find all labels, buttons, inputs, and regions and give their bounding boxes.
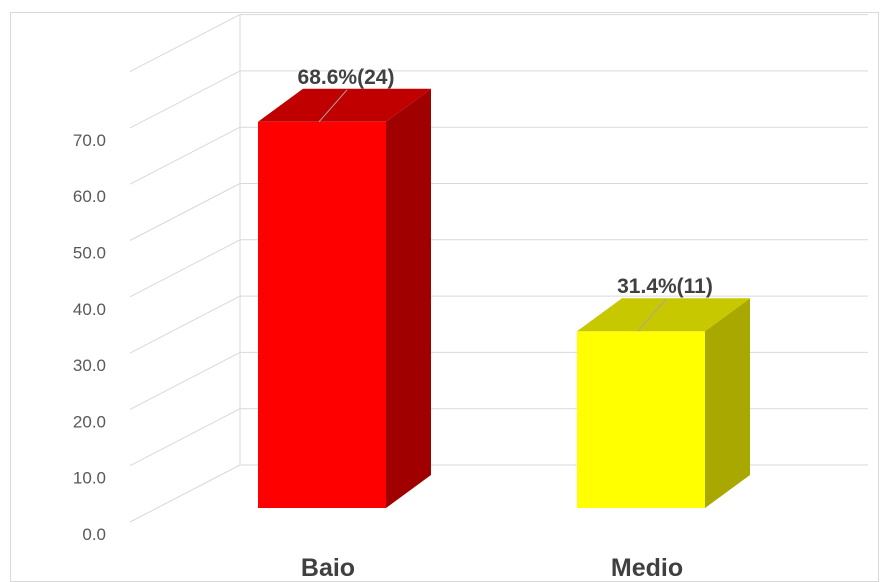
gridline-diagonal [129,126,241,185]
bar-side-face [386,88,431,509]
x-category-label: Medio [611,554,683,577]
gridline-diagonal [129,14,241,73]
y-tick-label: 50.0 [73,244,106,263]
chart-frame [10,12,879,582]
gridline-diagonal [129,464,241,523]
bar-medio [577,298,750,508]
gridline-diagonal [129,183,241,241]
y-tick-label: 70.0 [73,131,106,150]
gridline-diagonal [129,351,241,410]
bars [258,88,750,509]
gridlines [129,14,868,523]
x-axis-categories: Baio Medio [301,554,683,577]
y-tick-label: 30.0 [73,356,106,375]
x-category-label: Baio [301,554,355,577]
data-labels: 68.6%(24) 31.4%(11) [298,66,713,332]
gridline-diagonal [129,408,241,467]
bar-front-face [258,121,386,509]
data-label-leader [637,298,667,332]
bar-front-face [577,331,705,508]
y-tick-label: 40.0 [73,300,106,319]
data-label: 68.6%(24) [298,66,395,89]
bar-side-face [705,298,750,508]
y-tick-label: 20.0 [73,412,106,431]
y-axis-ticks: 0.0 10.0 20.0 30.0 40.0 50.0 60.0 70.0 [73,131,106,544]
gridline-diagonal [129,239,241,298]
y-tick-label: 0.0 [82,525,106,544]
gridline-diagonal [129,295,241,354]
data-label-leader [318,89,348,123]
bar-baio [258,88,431,509]
gridline-diagonal [129,70,241,129]
data-label: 31.4%(11) [617,275,713,298]
bar-top-face [577,298,750,332]
bar-top-face [258,88,431,122]
y-tick-label: 10.0 [73,469,106,488]
y-tick-label: 60.0 [73,187,106,206]
